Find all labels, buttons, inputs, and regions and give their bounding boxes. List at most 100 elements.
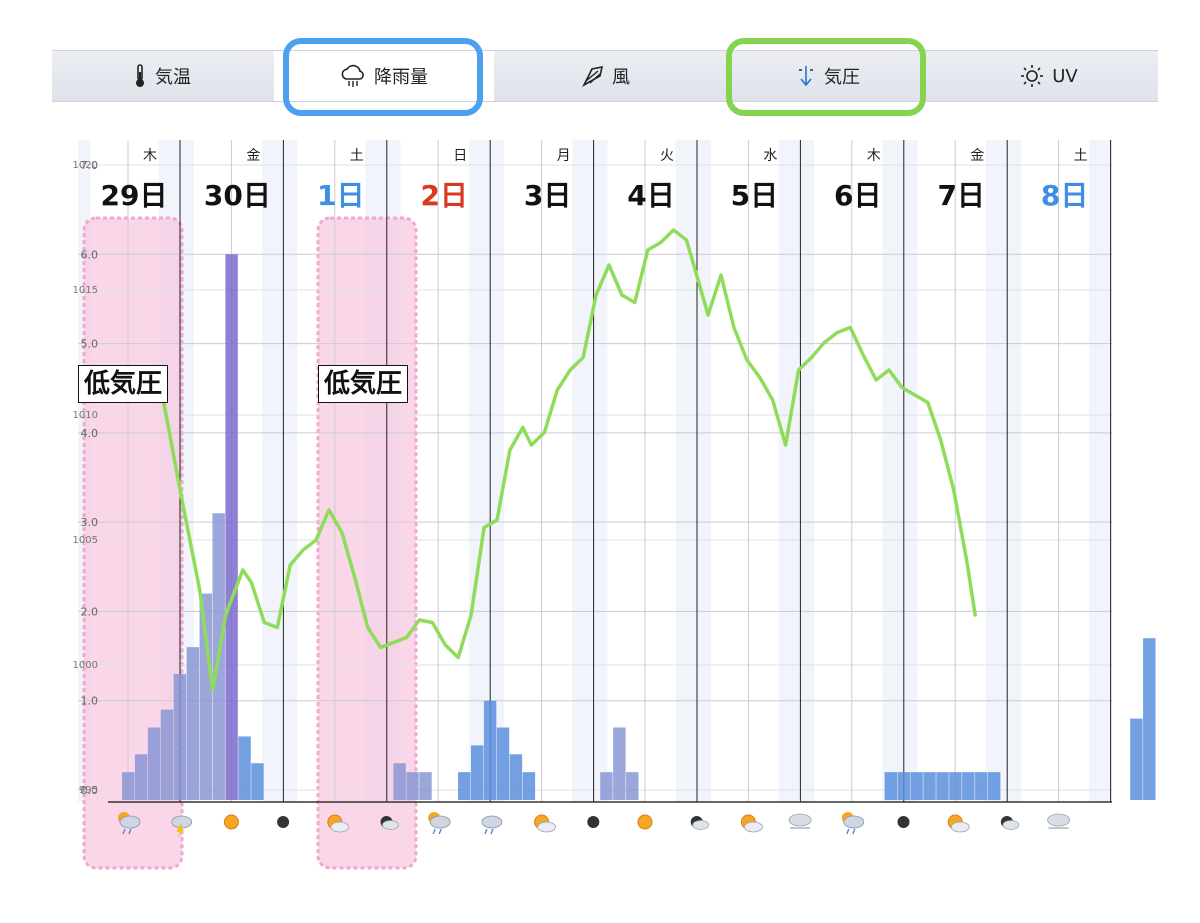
sun-cloud-icon	[947, 814, 970, 833]
tab-label-precipitation: 降雨量	[374, 67, 428, 88]
weekday-label: 土	[1074, 148, 1088, 164]
precip-tick-label: 5.0	[81, 338, 99, 351]
precip-bar	[483, 700, 497, 800]
weekday-label: 木	[143, 148, 157, 164]
wind-icon	[582, 65, 604, 87]
rain-cloud-icon	[340, 64, 366, 88]
weekday-label: 水	[763, 148, 777, 164]
weekday-label: 月	[557, 148, 571, 164]
weekday-label: 日	[453, 148, 467, 164]
night-shade	[779, 140, 802, 802]
precip-bar	[949, 772, 962, 800]
precip-bar	[173, 673, 187, 800]
precip-bar	[509, 754, 523, 800]
precipitation-tab-highlight	[283, 38, 483, 116]
night-shade	[1089, 140, 1112, 802]
tab-wind[interactable]: 風	[496, 51, 716, 101]
tab-uv[interactable]: UV	[940, 51, 1158, 101]
sun-icon	[1020, 64, 1044, 88]
date-label: 6日	[834, 179, 881, 212]
night-shade	[675, 140, 699, 802]
precip-tick-label: 6.0	[81, 248, 99, 261]
sun-icon	[223, 814, 239, 830]
tab-label-temperature: 気温	[155, 67, 191, 88]
precip-bar	[910, 772, 923, 800]
precip-bar	[884, 772, 897, 800]
sun-cloud-icon	[534, 814, 556, 833]
night-shade	[181, 140, 194, 802]
precip-bar	[496, 727, 510, 800]
fog-icon	[1047, 813, 1070, 829]
night-shade	[468, 140, 492, 802]
tab-label-pressure: 気圧	[824, 67, 860, 88]
precip-bar	[406, 772, 419, 800]
date-label: 7日	[937, 179, 984, 212]
rain-sun-icon	[841, 812, 865, 835]
precip-bar	[238, 736, 251, 800]
pressure-icon	[796, 64, 816, 88]
precip-tick-label: 4.0	[81, 427, 99, 440]
tab-label-uv: UV	[1052, 65, 1078, 87]
rain-sun-icon	[428, 812, 451, 835]
precip-bar	[134, 754, 148, 800]
precip-bar	[458, 772, 471, 800]
precip-bar	[897, 772, 910, 800]
precip-bar	[923, 772, 936, 800]
pressure-tab-highlight	[726, 38, 926, 116]
precip-tick-label: 2.0	[81, 605, 99, 618]
night-shade	[491, 140, 505, 802]
night-shade	[595, 140, 608, 802]
fog-icon	[788, 813, 812, 829]
night-shade	[882, 140, 906, 802]
precip-bar	[419, 772, 432, 800]
weekday-label: 火	[660, 148, 674, 164]
moon-icon	[897, 816, 910, 828]
precip-bar	[160, 709, 174, 800]
weekday-label: 土	[350, 148, 364, 164]
tab-temperature[interactable]: 気温	[52, 51, 272, 101]
precip-bar	[962, 772, 975, 800]
rain-sun-icon	[118, 812, 141, 835]
pressure-tick-label: 1020	[73, 160, 98, 171]
pressure-tick-label: 1015	[73, 285, 98, 296]
moon-icon	[587, 816, 600, 828]
precip-bar	[147, 727, 161, 800]
rain-cloud-icon	[481, 815, 503, 835]
date-label: 30日	[204, 179, 271, 212]
precip-bar	[393, 763, 406, 800]
date-label: 2日	[420, 179, 467, 212]
tab-precipitation[interactable]: 降雨量	[274, 51, 494, 101]
precip-bar	[600, 772, 613, 800]
night-shade	[985, 140, 1009, 802]
precip-bar	[936, 772, 949, 800]
night-shade	[698, 140, 711, 802]
night-shade	[905, 140, 918, 802]
low-pressure-callout-2: 低気圧	[318, 365, 409, 403]
precip-tick-label: 3.0	[81, 516, 99, 529]
precip-bar	[122, 772, 135, 800]
precip-bar	[975, 772, 988, 800]
precip-bar	[987, 772, 1001, 800]
pressure-tick-label: 995	[79, 785, 98, 796]
date-label: 29日	[101, 179, 168, 212]
night-shade	[1008, 140, 1022, 802]
tab-pressure[interactable]: 気圧	[718, 51, 938, 101]
precip-bar	[626, 772, 639, 800]
pressure-tick-label: 1010	[73, 410, 98, 421]
date-label: 3日	[524, 179, 571, 212]
precip-bar	[251, 763, 264, 800]
moon-cloud-icon	[380, 816, 399, 830]
pressure-tick-label: 1000	[73, 660, 98, 671]
precip-bar	[1143, 638, 1156, 800]
moon-cloud-icon	[1000, 816, 1020, 830]
date-label: 8日	[1041, 179, 1088, 212]
precip-bar	[225, 254, 238, 801]
pressure-line	[146, 228, 977, 692]
precip-bar	[186, 647, 200, 800]
pressure-tick-label: 1005	[73, 535, 98, 546]
night-shade	[801, 140, 815, 802]
weekday-label: 木	[867, 148, 881, 164]
night-shade	[262, 140, 285, 802]
night-shade	[284, 140, 298, 802]
